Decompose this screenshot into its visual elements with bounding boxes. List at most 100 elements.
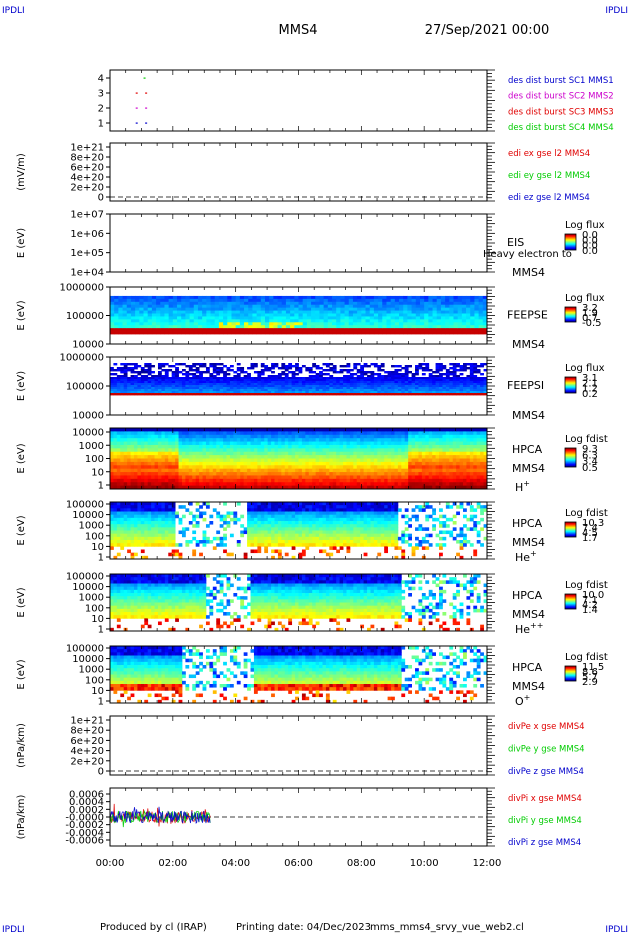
spectrogram-cell — [216, 451, 221, 456]
spectrogram-cell — [154, 448, 159, 453]
spectrogram-cell — [202, 371, 207, 374]
spectrogram-cell — [463, 458, 467, 463]
spectrogram-cell — [205, 475, 210, 480]
spectrogram-cell — [322, 381, 327, 384]
spectrogram-cell — [315, 367, 320, 370]
spectrogram-cell — [244, 310, 249, 314]
spectrogram-cell — [274, 451, 279, 456]
spectrogram-cell — [223, 301, 228, 306]
spectrogram-cell — [151, 325, 157, 329]
spectrogram-cell — [435, 475, 440, 480]
spectrogram-cell — [482, 307, 488, 311]
spectrogram-cell — [181, 428, 186, 432]
spectrogram-cell — [322, 431, 327, 436]
spectrogram-cell — [336, 322, 341, 326]
spectrogram-cell — [202, 325, 207, 329]
spectrogram-cell — [339, 482, 344, 487]
spectrogram-cell — [113, 482, 118, 487]
spectrogram-cell — [367, 391, 371, 394]
spectrogram-cell — [456, 365, 460, 368]
spectrogram-cell — [235, 310, 241, 314]
spectrogram-cell — [110, 448, 114, 453]
spectrogram-cell — [110, 313, 115, 317]
spectrogram-cell — [361, 304, 366, 309]
spectrogram-cell — [216, 475, 221, 480]
spectrogram-cell — [219, 441, 224, 446]
spectrogram-cell — [243, 389, 248, 392]
spectrogram-cell — [147, 478, 152, 483]
spectrogram-cell — [133, 387, 138, 390]
spectrogram-cell — [432, 319, 438, 323]
spectrogram-cell — [212, 428, 217, 432]
spectrogram-cell — [343, 465, 347, 470]
spectrogram-cell — [195, 383, 200, 386]
spectrogram-cell — [445, 301, 450, 306]
spectrogram-cell — [322, 444, 327, 449]
spectrogram-cell — [421, 434, 426, 439]
spectrogram-cell — [294, 298, 299, 303]
spectrogram-cell — [360, 438, 365, 442]
spectrogram-cell — [253, 461, 258, 466]
spectrogram-cell — [305, 444, 310, 449]
spectrogram-cell — [466, 331, 471, 335]
spectrogram-cell — [480, 383, 484, 386]
spectrogram-cell — [377, 482, 382, 487]
spectrogram-cell — [463, 385, 467, 388]
spectrogram-cell — [260, 365, 265, 368]
spectrogram-cell — [143, 325, 149, 329]
spectrogram-cell — [327, 325, 333, 329]
spectrogram-cell — [439, 431, 443, 436]
spectrogram-cell — [209, 393, 214, 396]
spectrogram-cell — [202, 322, 207, 326]
spectrogram-cell — [459, 428, 464, 432]
spectrogram-cell — [349, 385, 354, 388]
spectrogram-cell — [415, 328, 421, 332]
spectrogram-cell — [260, 371, 265, 374]
spectrogram-cell — [120, 431, 125, 436]
spectrogram-cell — [397, 383, 402, 386]
spectrogram-cell — [459, 448, 464, 453]
spectrogram-cell — [227, 331, 232, 335]
spectrogram-cell — [154, 465, 159, 470]
spectrogram-cell — [113, 363, 118, 366]
spectrogram-cell — [339, 383, 344, 386]
spectrogram-cell — [139, 307, 144, 311]
spectrogram-cell — [281, 385, 286, 388]
spectrogram-cell — [240, 369, 245, 372]
spectrogram-cell — [380, 377, 385, 380]
spectrogram-cell — [301, 458, 306, 463]
spectrogram-cell — [285, 313, 291, 317]
spectrogram-cell — [197, 331, 203, 335]
spectrogram-cell — [181, 331, 186, 335]
spectrogram-cell — [181, 485, 186, 490]
spectrogram-cell — [322, 461, 327, 466]
spectrogram-cell — [315, 387, 320, 390]
spectrogram-cell — [133, 377, 138, 380]
spectrogram-cell — [135, 307, 140, 311]
spectrogram-cell — [218, 301, 224, 306]
spectrogram-cell — [397, 381, 402, 384]
spectrogram-cell — [294, 319, 299, 323]
spectrogram-cell — [188, 393, 193, 396]
spectrogram-cell — [144, 475, 149, 480]
spectrogram-cell — [305, 438, 310, 442]
spectrogram-cell — [277, 431, 282, 436]
spectrogram-cell — [425, 472, 430, 476]
spectrogram-cell — [394, 328, 400, 332]
spectrogram-cell — [243, 461, 248, 466]
spectrogram-cell — [387, 468, 392, 473]
spectrogram-cell — [214, 322, 220, 326]
spectrogram-cell — [432, 379, 436, 382]
spectrogram-cell — [428, 387, 433, 390]
spectrogram-cell — [411, 387, 416, 390]
spectrogram-cell — [202, 434, 207, 439]
spectrogram-cell — [291, 431, 296, 436]
spectrogram-cell — [216, 444, 221, 449]
spectrogram-cell — [424, 307, 429, 311]
spectrogram-cell — [181, 441, 186, 446]
spectrogram-cell — [343, 468, 347, 473]
spectrogram-cell — [322, 475, 327, 480]
spectrogram-cell — [161, 444, 166, 449]
spectrogram-cell — [408, 387, 412, 390]
spectrogram-cell — [425, 379, 430, 382]
